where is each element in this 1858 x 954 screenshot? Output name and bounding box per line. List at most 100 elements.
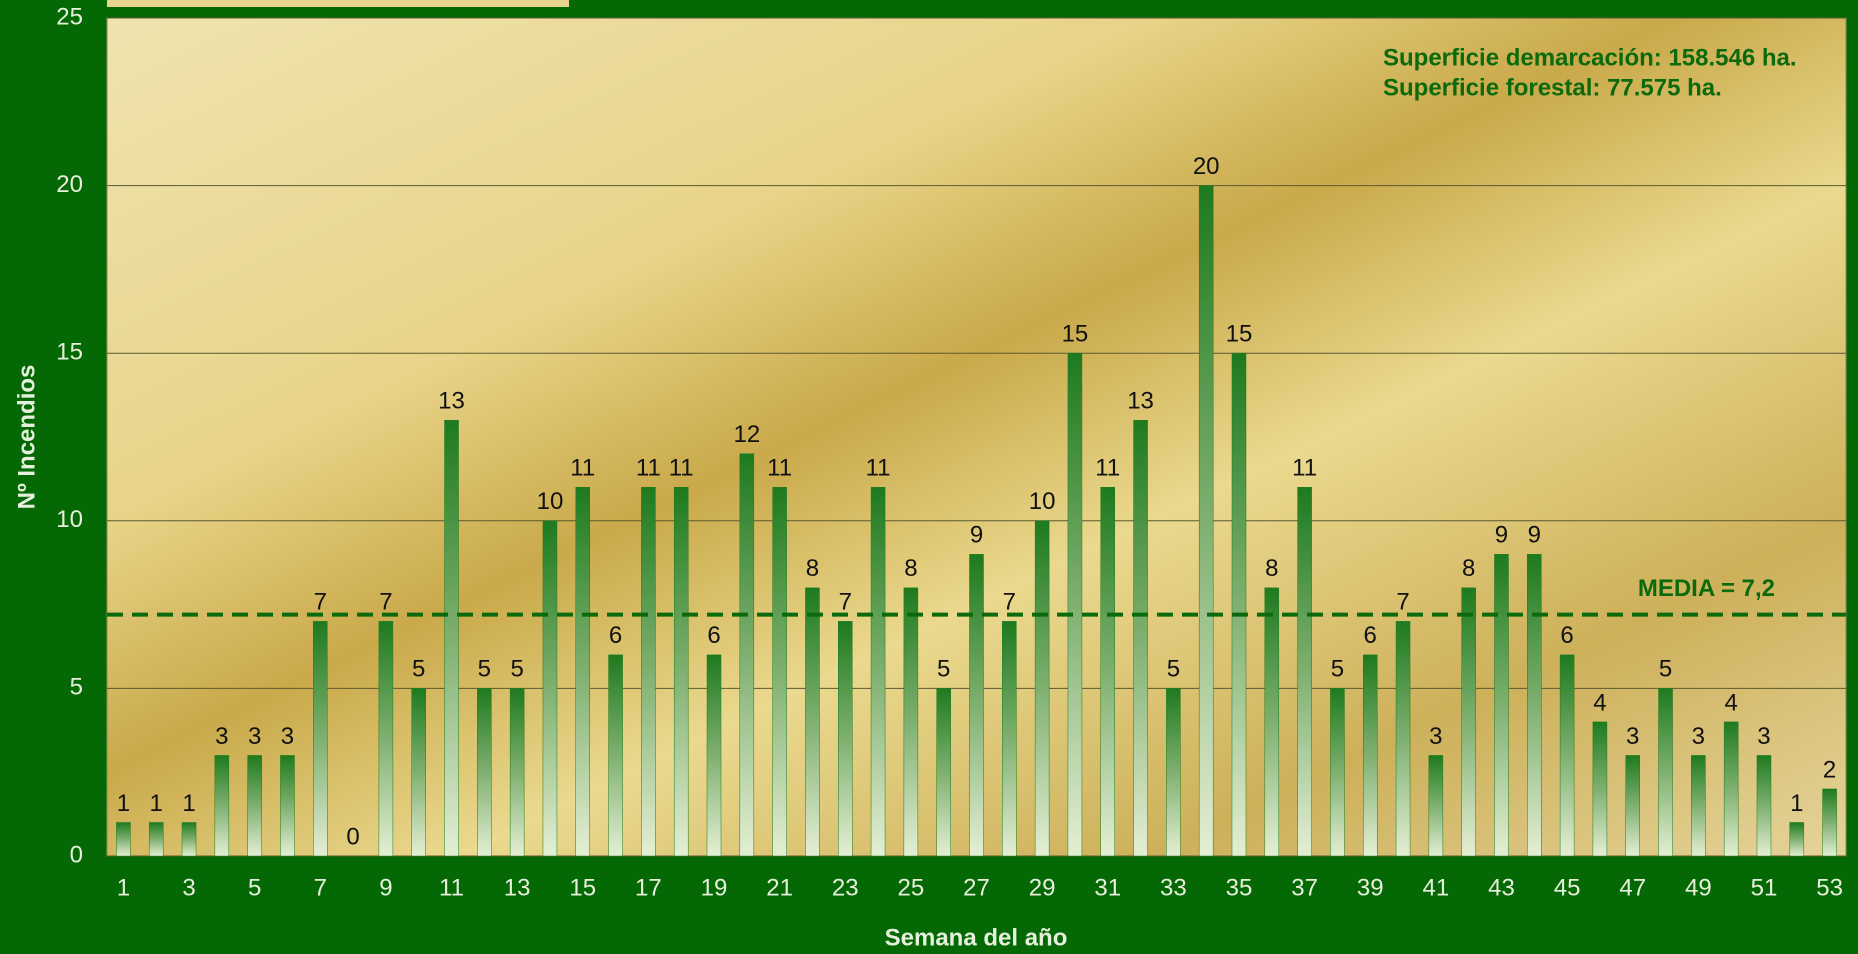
x-tick-label: 39: [1357, 874, 1384, 901]
bar: [1723, 721, 1739, 857]
x-tick-label: 7: [314, 874, 327, 901]
bar: [214, 755, 230, 857]
x-tick-label: 13: [504, 874, 531, 901]
x-tick-label: 53: [1816, 874, 1843, 901]
bar: [706, 654, 722, 857]
bar: [1494, 554, 1509, 857]
decor: [107, 0, 569, 7]
x-tick-label: 21: [766, 874, 793, 901]
data-label: 8: [1265, 555, 1278, 582]
bar: [1461, 587, 1476, 857]
x-tick-label: 5: [248, 874, 261, 901]
x-tick-label: 29: [1029, 874, 1056, 901]
data-label: 15: [1226, 321, 1253, 348]
bar: [148, 822, 164, 857]
data-label: 6: [707, 622, 720, 649]
bar: [1756, 755, 1772, 857]
x-tick-label: 11: [439, 874, 464, 901]
bar: [313, 621, 328, 857]
data-label: 5: [937, 656, 950, 683]
bar: [903, 587, 919, 857]
data-label: 5: [478, 656, 491, 683]
data-label: 11: [1292, 455, 1317, 482]
bar: [1789, 822, 1805, 857]
data-label: 12: [733, 421, 760, 448]
bar: [1231, 352, 1247, 857]
bar: [247, 755, 262, 857]
data-label: 8: [904, 555, 917, 582]
data-label: 7: [1003, 589, 1016, 616]
bar: [870, 487, 886, 857]
data-label: 11: [866, 455, 891, 482]
data-label: 11: [1095, 455, 1120, 482]
data-label: 3: [215, 723, 228, 750]
data-label: 11: [570, 455, 595, 482]
data-label: 4: [1593, 689, 1606, 716]
data-label: 5: [1659, 656, 1672, 683]
data-label: 9: [1528, 522, 1541, 549]
x-tick-label: 33: [1160, 874, 1187, 901]
data-label: 5: [412, 656, 425, 683]
bar: [936, 688, 951, 857]
data-label: 5: [1167, 656, 1180, 683]
data-label: 6: [1364, 622, 1377, 649]
x-tick-label: 25: [898, 874, 925, 901]
bar: [1559, 654, 1575, 857]
bar: [1067, 352, 1083, 857]
data-label: 3: [1692, 723, 1705, 750]
data-label: 8: [806, 555, 819, 582]
x-tick-label: 15: [569, 874, 596, 901]
data-label: 7: [314, 589, 327, 616]
x-tick-label: 9: [379, 874, 392, 901]
bar: [1100, 487, 1115, 857]
data-label: 1: [150, 790, 163, 817]
bar: [1133, 419, 1148, 857]
x-tick-label: 17: [635, 874, 662, 901]
bar: [739, 453, 755, 857]
bar: [378, 621, 394, 857]
bar: [1527, 554, 1542, 857]
data-label: 9: [970, 522, 983, 549]
bar: [1691, 755, 1706, 857]
data-label: 8: [1462, 555, 1475, 582]
bar: [1198, 185, 1214, 857]
y-tick-label: 10: [56, 506, 83, 533]
bar: [1395, 621, 1411, 857]
bar: [772, 487, 787, 857]
data-label: 11: [669, 455, 694, 482]
data-label: 7: [839, 589, 852, 616]
x-tick-label: 23: [832, 874, 859, 901]
bar: [116, 822, 131, 857]
x-tick-label: 19: [701, 874, 728, 901]
x-tick-label: 37: [1291, 874, 1318, 901]
annotation: Superficie forestal: 77.575 ha.: [1383, 74, 1722, 101]
data-label: 5: [510, 656, 523, 683]
bar: [1428, 755, 1444, 857]
y-axis-title: Nº Incendios: [13, 365, 40, 510]
bar: [673, 487, 689, 857]
x-tick-label: 51: [1751, 874, 1778, 901]
data-label: 3: [281, 723, 294, 750]
bar: [1658, 688, 1673, 857]
y-tick-label: 0: [70, 841, 83, 868]
bar: [1625, 755, 1640, 857]
y-tick-label: 20: [56, 171, 83, 198]
x-tick-label: 27: [963, 874, 990, 901]
y-tick-label: 15: [56, 339, 83, 366]
data-label: 2: [1823, 756, 1836, 783]
data-label: 3: [248, 723, 261, 750]
data-label: 7: [1396, 589, 1409, 616]
bar: [805, 587, 820, 857]
data-label: 13: [1127, 388, 1154, 415]
data-label: 3: [1429, 723, 1442, 750]
bar: [1002, 621, 1017, 857]
y-tick-label: 25: [56, 3, 83, 30]
data-label: 6: [1560, 622, 1573, 649]
bar: [1297, 487, 1312, 857]
y-tick-label: 5: [70, 674, 83, 701]
mean-label: MEDIA = 7,2: [1638, 575, 1775, 602]
bar: [1166, 688, 1181, 857]
bar: [542, 520, 558, 857]
x-tick-label: 49: [1685, 874, 1712, 901]
